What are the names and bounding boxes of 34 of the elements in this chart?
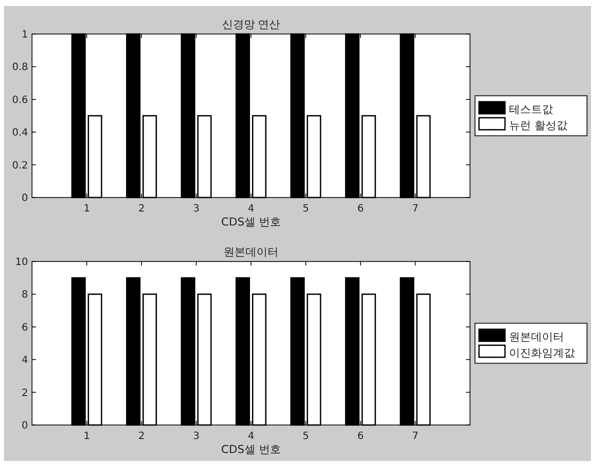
y-tick-label: 2 (22, 388, 28, 399)
y-tick-label: 0.8 (12, 62, 28, 74)
chart-title: 신경망 연산 (222, 18, 280, 31)
x-tick-label: 2 (138, 204, 145, 214)
y-tick-label: 0.6 (12, 94, 28, 106)
x-tick-label: 7 (412, 204, 418, 214)
legend-label: 테스트값 (509, 102, 553, 116)
y-tick-label: 0 (22, 193, 28, 204)
x-tick-label: 2 (138, 431, 145, 442)
legend-label: 뉴런 활성값 (509, 118, 568, 132)
y-tick-label: 0 (22, 420, 28, 432)
x-tick-label: 4 (248, 431, 254, 442)
chart-title: 원본데이터 (224, 246, 278, 258)
x-tick-label: 5 (302, 204, 309, 214)
y-tick-label: 1 (22, 30, 28, 40)
y-tick-label: 0.4 (12, 128, 28, 139)
x-tick-label: 6 (357, 204, 364, 214)
y-tick-label: 4 (22, 355, 28, 366)
y-tick-label: 0.2 (12, 160, 28, 172)
x-tick-label: 1 (84, 431, 90, 442)
x-tick-label: 7 (412, 431, 418, 442)
x-axis-title: CDS셀 번호 (221, 443, 281, 456)
x-tick-label: 3 (193, 204, 200, 214)
legend-label: 원본데이터 (509, 330, 564, 344)
x-tick-label: 1 (84, 204, 90, 214)
x-tick-label: 4 (248, 204, 254, 214)
y-tick-label: 10 (15, 257, 28, 268)
x-tick-label: 3 (193, 431, 200, 442)
legend-label: 이진화임계값 (509, 346, 575, 360)
x-tick-label: 6 (357, 431, 364, 442)
x-tick-label: 5 (302, 431, 309, 442)
y-tick-label: 6 (22, 322, 28, 334)
x-axis-title: CDS셀 번호 (221, 216, 281, 228)
y-tick-label: 8 (22, 290, 28, 301)
